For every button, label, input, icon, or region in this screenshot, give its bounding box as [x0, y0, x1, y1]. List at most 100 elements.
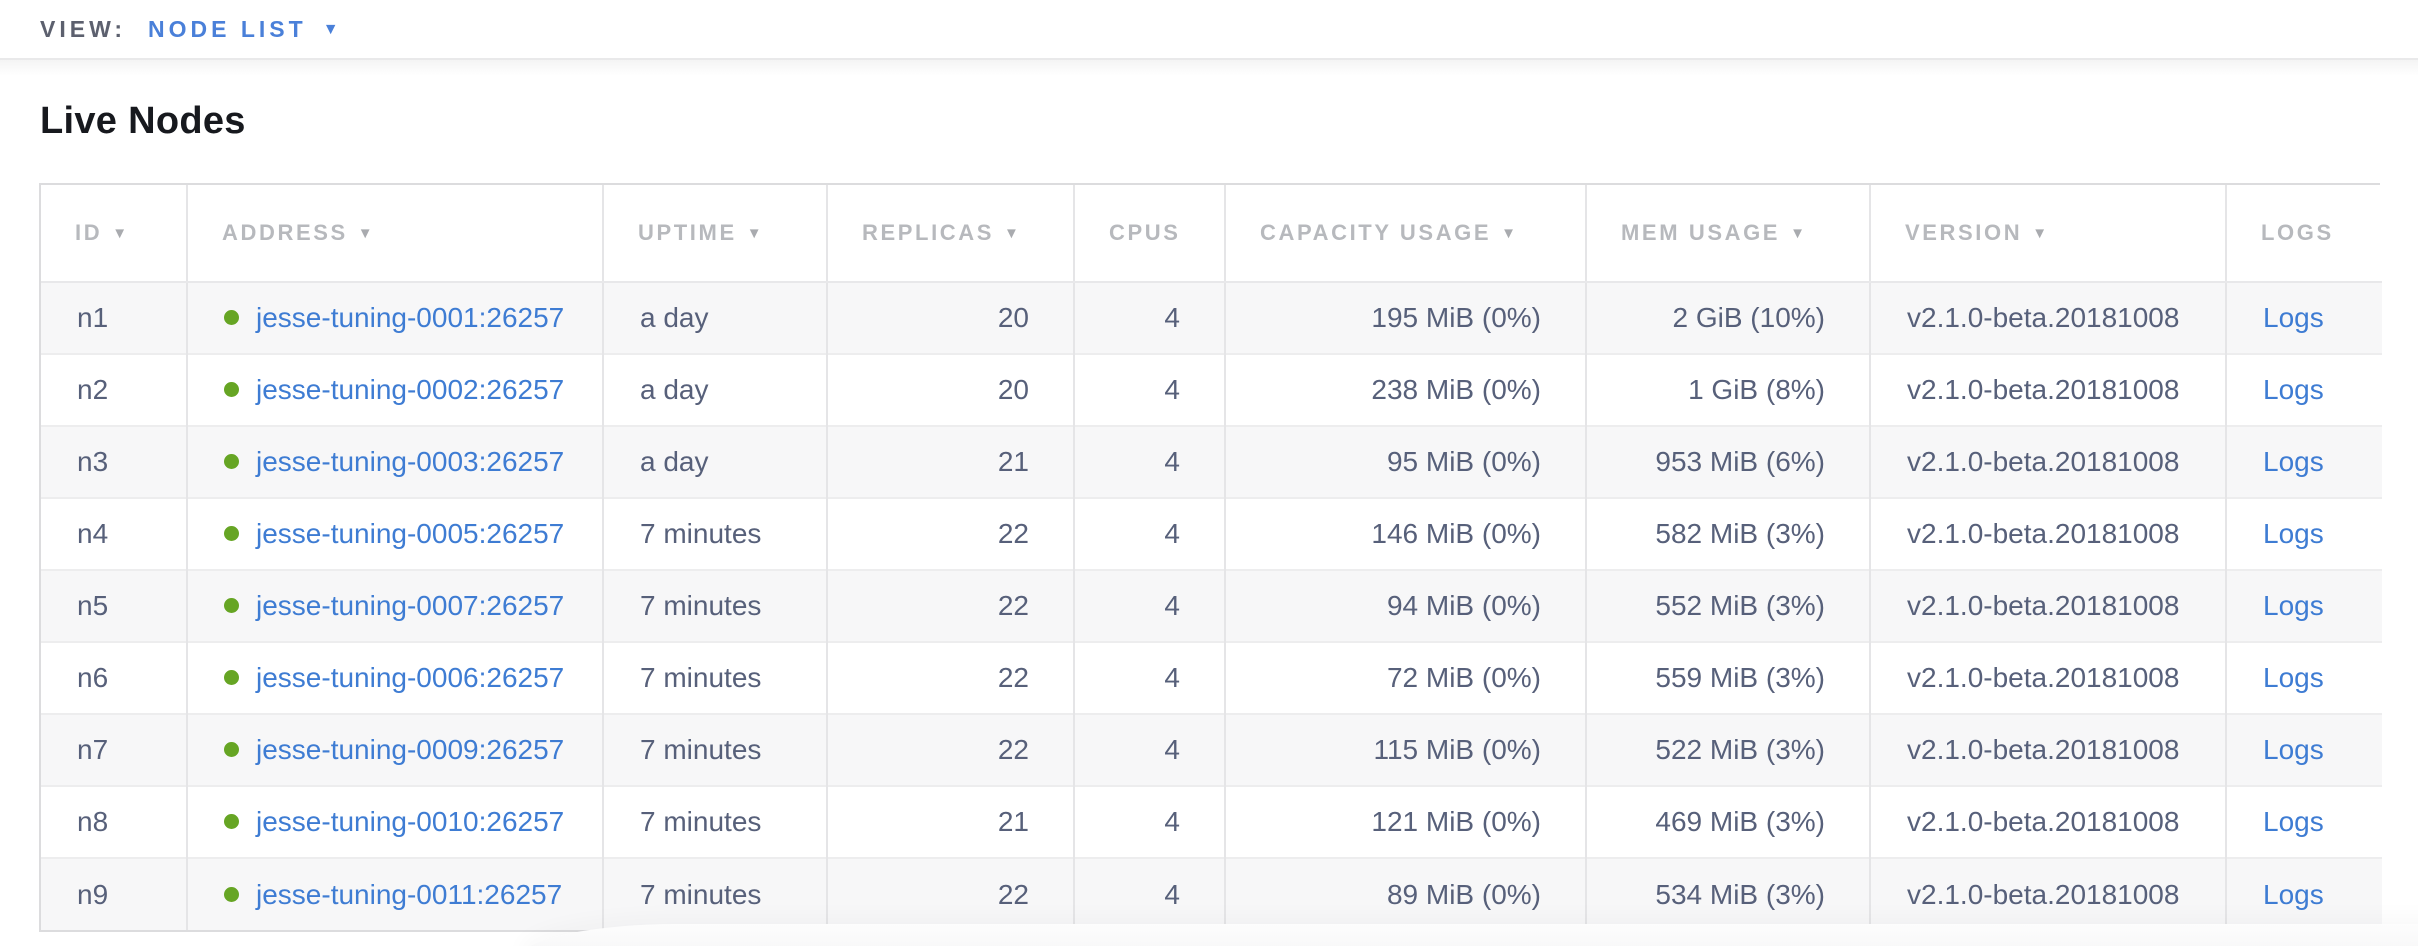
node-live-status-dot-icon [224, 598, 239, 614]
cell-version: v2.1.0-beta.20181008 [1869, 785, 2226, 858]
cell-mem-usage: 552 MiB (3%) [1585, 569, 1870, 642]
cell-uptime: a day [602, 282, 827, 354]
address-link[interactable]: jesse-tuning-0003:26257 [256, 446, 565, 477]
column-header-replicas[interactable]: REPLICAS ▼ [826, 185, 1074, 283]
address-link[interactable]: jesse-tuning-0011:26257 [256, 878, 563, 910]
cell-address: jesse-tuning-0009:26257 [186, 713, 603, 786]
sort-desc-icon: ▼ [1790, 225, 1805, 242]
column-header-id[interactable]: ID ▼ [41, 185, 187, 283]
address-link[interactable]: jesse-tuning-0005:26257 [256, 518, 565, 549]
column-label: REPLICAS [862, 220, 995, 245]
cell-mem-usage: 2 GiB (10%) [1585, 282, 1870, 354]
view-selector-dropdown[interactable]: NODE LIST ▼ [148, 16, 339, 43]
cell-node-id: n2 [41, 353, 187, 426]
cell-version: v2.1.0-beta.20181008 [1869, 857, 2226, 930]
cell-node-id: n9 [41, 857, 187, 930]
sort-desc-icon: ▼ [746, 225, 762, 242]
cell-uptime: 7 minutes [602, 497, 827, 570]
logs-link[interactable]: Logs [2263, 302, 2324, 333]
cell-mem-usage: 534 MiB (3%) [1585, 857, 1870, 930]
view-label: VIEW: [40, 15, 127, 42]
node-live-status-dot-icon [224, 670, 239, 686]
logs-link[interactable]: Logs [2263, 518, 2324, 549]
table-header-row: ID ▼ ADDRESS ▼ UPTIME ▼ REPLICAS ▼ CPUS CAPA… [41, 185, 2382, 283]
cell-cpus: 4 [1073, 857, 1225, 930]
sort-desc-icon: ▼ [1501, 225, 1517, 242]
node-live-status-dot-icon [224, 526, 239, 542]
address-link[interactable]: jesse-tuning-0001:26257 [256, 302, 565, 333]
cell-capacity-usage: 72 MiB (0%) [1224, 641, 1586, 714]
logs-link[interactable]: Logs [2263, 734, 2324, 765]
table-row: n9 jesse-tuning-0011:26257 7 minutes 22 … [41, 857, 2382, 930]
cell-logs: Logs [2225, 641, 2382, 714]
cell-logs: Logs [2225, 569, 2382, 642]
cell-cpus: 4 [1073, 497, 1225, 570]
column-header-version[interactable]: VERSION ▼ [1869, 185, 2226, 283]
cell-uptime: 7 minutes [602, 857, 827, 930]
cell-capacity-usage: 94 MiB (0%) [1224, 569, 1586, 642]
cell-capacity-usage: 146 MiB (0%) [1224, 497, 1586, 570]
table-row: n6 jesse-tuning-0006:26257 7 minutes 22 … [41, 641, 2382, 714]
cell-address: jesse-tuning-0002:26257 [186, 353, 603, 426]
cell-mem-usage: 469 MiB (3%) [1585, 785, 1870, 858]
cell-address: jesse-tuning-0007:26257 [186, 569, 603, 642]
cell-uptime: 7 minutes [602, 641, 827, 714]
column-header-capacity-usage[interactable]: CAPACITY USAGE ▼ [1224, 185, 1586, 283]
address-link[interactable]: jesse-tuning-0006:26257 [256, 662, 565, 693]
column-header-cpus: CPUS [1073, 185, 1225, 283]
address-link[interactable]: jesse-tuning-0002:26257 [256, 374, 565, 405]
cell-capacity-usage: 95 MiB (0%) [1224, 425, 1586, 498]
cell-address: jesse-tuning-0010:26257 [186, 785, 603, 858]
cell-cpus: 4 [1073, 641, 1225, 714]
cell-replicas: 22 [826, 713, 1074, 786]
node-live-status-dot-icon [224, 742, 239, 758]
cell-node-id: n5 [41, 569, 187, 642]
node-live-status-dot-icon [224, 814, 239, 830]
cell-version: v2.1.0-beta.20181008 [1869, 353, 2226, 426]
sort-desc-icon: ▼ [2032, 225, 2048, 242]
cell-node-id: n8 [41, 785, 187, 858]
cell-capacity-usage: 195 MiB (0%) [1224, 282, 1586, 354]
cell-cpus: 4 [1073, 785, 1225, 858]
cell-replicas: 22 [826, 857, 1074, 930]
logs-link[interactable]: Logs [2263, 590, 2324, 621]
cell-uptime: 7 minutes [602, 785, 827, 858]
logs-link[interactable]: Logs [2263, 878, 2324, 910]
cell-node-id: n6 [41, 641, 187, 714]
cell-uptime: a day [602, 353, 827, 426]
column-header-mem-usage[interactable]: MEM USAGE ▼ [1585, 185, 1870, 283]
address-link[interactable]: jesse-tuning-0007:26257 [256, 590, 565, 621]
cell-logs: Logs [2225, 857, 2382, 930]
column-label: CPUS [1109, 220, 1181, 245]
cell-version: v2.1.0-beta.20181008 [1869, 641, 2226, 714]
cell-replicas: 20 [826, 282, 1074, 354]
cell-replicas: 20 [826, 353, 1074, 426]
cell-node-id: n7 [41, 713, 187, 786]
address-link[interactable]: jesse-tuning-0010:26257 [256, 806, 565, 837]
cell-cpus: 4 [1073, 569, 1225, 642]
cell-cpus: 4 [1073, 353, 1225, 426]
column-label: UPTIME [638, 220, 737, 245]
node-live-status-dot-icon [224, 310, 239, 326]
column-header-uptime[interactable]: UPTIME ▼ [602, 185, 827, 283]
table-row: n3 jesse-tuning-0003:26257 a day 21 4 95… [41, 425, 2382, 498]
column-label: CAPACITY USAGE [1260, 220, 1492, 245]
table-row: n8 jesse-tuning-0010:26257 7 minutes 21 … [41, 785, 2382, 858]
logs-link[interactable]: Logs [2263, 374, 2324, 405]
chevron-down-icon: ▼ [322, 21, 339, 38]
cell-replicas: 21 [826, 425, 1074, 498]
node-live-status-dot-icon [224, 454, 239, 470]
view-selected-value: NODE LIST [148, 15, 307, 42]
bottom-panel-edge [520, 924, 2418, 946]
address-link[interactable]: jesse-tuning-0009:26257 [256, 734, 565, 765]
logs-link[interactable]: Logs [2263, 662, 2324, 693]
column-label: ADDRESS [222, 220, 348, 245]
cell-uptime: 7 minutes [602, 569, 827, 642]
header-divider-shadow [0, 60, 2418, 76]
logs-link[interactable]: Logs [2263, 806, 2324, 837]
logs-link[interactable]: Logs [2263, 446, 2324, 477]
node-live-status-dot-icon [224, 886, 239, 902]
cell-logs: Logs [2225, 425, 2382, 498]
column-header-address[interactable]: ADDRESS ▼ [186, 185, 603, 283]
sort-desc-icon: ▼ [112, 225, 128, 242]
